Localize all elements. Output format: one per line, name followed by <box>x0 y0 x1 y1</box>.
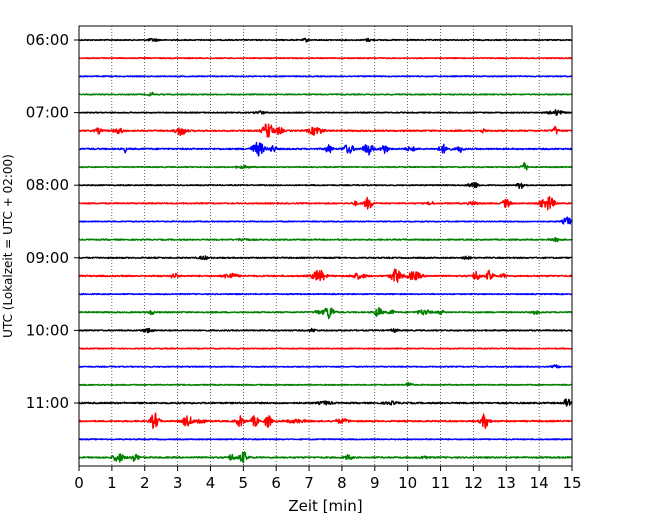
x-tick-label: 13 <box>497 474 516 492</box>
seismic-trace <box>78 37 573 43</box>
seismic-trace <box>78 236 573 243</box>
grid-lines <box>111 26 540 466</box>
seismic-trace <box>78 56 573 60</box>
seismic-trace <box>78 451 573 464</box>
seismic-trace <box>78 255 573 261</box>
x-axis-ticks: 0 1 2 3 4 5 6 7 8 9 10 11 12 13 14 15 <box>74 466 582 492</box>
y-tick-label: 07:00 <box>26 104 69 122</box>
seismic-trace <box>78 123 573 138</box>
y-tick-label: 08:00 <box>26 176 69 194</box>
seismic-trace <box>78 347 573 350</box>
seismic-trace <box>78 268 573 283</box>
seismic-trace <box>78 327 573 334</box>
x-tick-label: 10 <box>398 474 417 492</box>
x-tick-label: 12 <box>464 474 483 492</box>
x-tick-label: 4 <box>206 474 216 492</box>
y-tick-label: 11:00 <box>26 394 69 412</box>
seismic-trace <box>78 195 573 211</box>
x-tick-label: 9 <box>370 474 380 492</box>
x-tick-label: 6 <box>271 474 281 492</box>
x-axis-label: Zeit [min] <box>288 497 362 515</box>
seismic-trace <box>78 398 573 407</box>
seismic-trace <box>78 412 573 430</box>
seismic-trace <box>78 75 573 78</box>
seismic-trace <box>78 141 573 157</box>
seismic-trace <box>78 438 573 441</box>
trace-lines <box>78 37 573 464</box>
x-tick-label: 5 <box>239 474 249 492</box>
seismic-trace <box>78 182 573 190</box>
y-tick-label: 10:00 <box>26 321 69 339</box>
x-tick-label: 1 <box>107 474 117 492</box>
seismic-trace <box>78 109 573 116</box>
y-axis-label: UTC (Lokalzeit = UTC + 02:00) <box>1 154 15 338</box>
seismic-trace <box>78 91 573 97</box>
x-tick-label: 11 <box>431 474 450 492</box>
y-tick-label: 09:00 <box>26 249 69 267</box>
x-tick-label: 3 <box>173 474 183 492</box>
seismic-trace <box>78 364 573 369</box>
x-tick-label: 8 <box>337 474 347 492</box>
x-tick-label: 15 <box>562 474 581 492</box>
y-tick-label: 06:00 <box>26 31 69 49</box>
x-tick-label: 14 <box>530 474 549 492</box>
plot-frame <box>78 25 573 467</box>
x-tick-label: 7 <box>304 474 314 492</box>
seismic-trace <box>78 162 573 171</box>
seismic-trace <box>78 292 573 296</box>
seismic-trace <box>78 216 573 225</box>
x-tick-label: 0 <box>74 474 84 492</box>
y-axis-ticks: 06:00 07:00 08:00 09:00 10:00 11:00 <box>26 31 79 412</box>
x-tick-label: 2 <box>140 474 150 492</box>
seismic-trace <box>78 307 573 320</box>
seismic-trace <box>78 381 573 387</box>
